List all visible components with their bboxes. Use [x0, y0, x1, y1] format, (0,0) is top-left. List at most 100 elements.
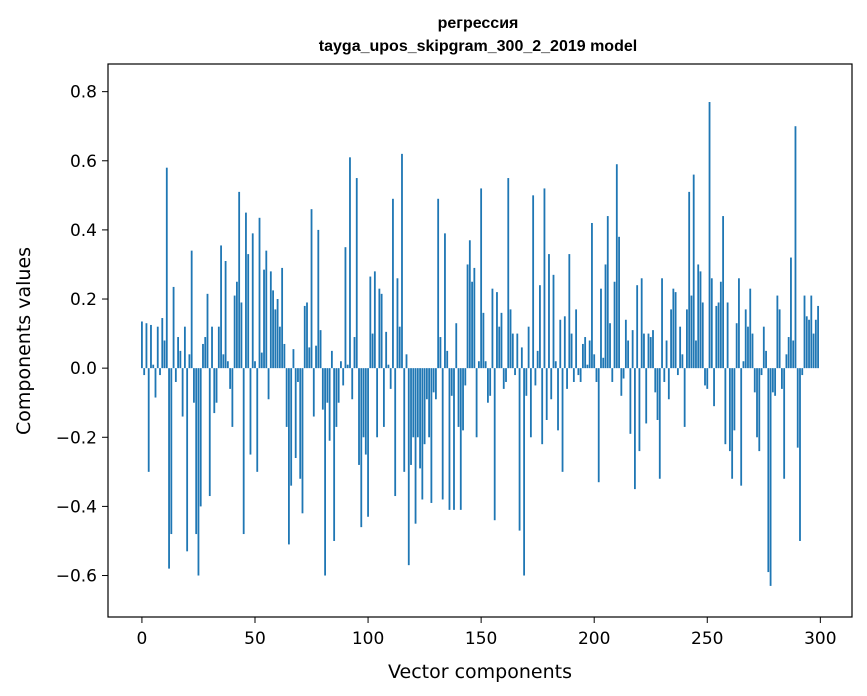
bar	[681, 354, 684, 369]
bar	[328, 368, 331, 441]
bar	[747, 326, 749, 369]
bar	[493, 368, 496, 521]
bar	[294, 368, 297, 459]
bar	[410, 368, 412, 465]
bar	[563, 316, 566, 369]
bar	[728, 368, 731, 452]
bar	[715, 305, 718, 369]
bar	[398, 326, 401, 369]
bar	[306, 302, 308, 369]
bar	[188, 354, 191, 369]
y-axis-ticks: −0.6 −0.4 −0.2 0.0 0.2 0.4 0.6 0.8	[56, 83, 108, 587]
bar	[713, 368, 715, 407]
bar	[263, 269, 265, 369]
bar	[649, 337, 652, 369]
bar	[778, 309, 781, 369]
bar	[190, 250, 193, 369]
x-tick-label: 50	[244, 629, 266, 649]
bar	[362, 368, 365, 438]
bar	[297, 368, 299, 382]
bar	[566, 368, 568, 389]
bar	[500, 312, 503, 369]
bar	[670, 309, 672, 369]
bar	[812, 333, 815, 369]
bar	[801, 368, 804, 376]
bar	[634, 368, 636, 490]
bar	[606, 216, 609, 369]
bar	[740, 368, 743, 486]
bar	[588, 340, 591, 369]
bar	[620, 368, 623, 396]
bar	[143, 368, 146, 376]
bar	[536, 350, 539, 369]
bar	[150, 324, 152, 369]
bar	[611, 368, 614, 382]
bar	[355, 178, 358, 369]
bar	[315, 345, 317, 369]
bar	[658, 368, 661, 479]
bar	[771, 368, 774, 393]
bar	[238, 191, 241, 369]
bar	[489, 368, 492, 396]
bar	[814, 319, 817, 369]
bar	[554, 361, 557, 369]
bar	[559, 319, 562, 369]
bar	[808, 319, 810, 369]
bar	[392, 198, 394, 369]
bar	[231, 368, 234, 427]
bar	[419, 368, 421, 469]
bar	[172, 286, 175, 369]
bar	[382, 368, 385, 427]
bar	[622, 368, 625, 379]
bar	[310, 209, 313, 369]
bar	[425, 368, 428, 400]
bar	[317, 229, 320, 369]
bar	[765, 350, 767, 369]
bar	[758, 368, 761, 452]
bar	[744, 309, 747, 369]
bar	[453, 368, 455, 510]
bar	[640, 278, 643, 369]
x-tick-label: 250	[691, 629, 723, 649]
bar	[235, 281, 238, 369]
bar	[145, 323, 148, 369]
bar	[783, 368, 786, 479]
bar	[780, 368, 783, 389]
bar	[450, 368, 453, 396]
bar	[787, 337, 790, 369]
x-tick-label: 150	[465, 629, 497, 649]
y-axis-label: Components values	[13, 247, 35, 435]
bar	[195, 368, 198, 535]
y-tick-label: 0.6	[70, 152, 97, 172]
bar	[491, 288, 494, 369]
bar	[805, 316, 808, 369]
y-tick-label: −0.2	[56, 428, 97, 448]
y-tick-label: 0.4	[70, 221, 97, 241]
bar	[439, 337, 442, 369]
bar	[760, 368, 763, 376]
bar	[260, 352, 263, 369]
bar	[792, 340, 795, 369]
bar	[141, 321, 143, 369]
bar	[281, 267, 284, 369]
bar	[706, 368, 709, 389]
bars-group	[141, 102, 819, 586]
bar	[276, 299, 279, 369]
x-tick-label: 100	[352, 629, 384, 649]
bar	[269, 271, 272, 369]
x-tick-label: 200	[578, 629, 610, 649]
bar	[731, 368, 734, 479]
bar	[220, 245, 222, 369]
bar	[600, 288, 602, 369]
bar	[572, 368, 575, 382]
bar	[254, 361, 256, 369]
bar	[159, 368, 161, 376]
bar	[448, 368, 451, 510]
bar	[604, 264, 607, 369]
bar	[631, 330, 634, 369]
bar	[733, 368, 736, 431]
bar	[484, 361, 487, 369]
bar	[624, 319, 627, 369]
bar	[324, 368, 326, 576]
